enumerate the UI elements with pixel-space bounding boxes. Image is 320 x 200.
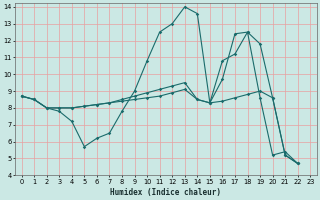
X-axis label: Humidex (Indice chaleur): Humidex (Indice chaleur) (110, 188, 221, 197)
